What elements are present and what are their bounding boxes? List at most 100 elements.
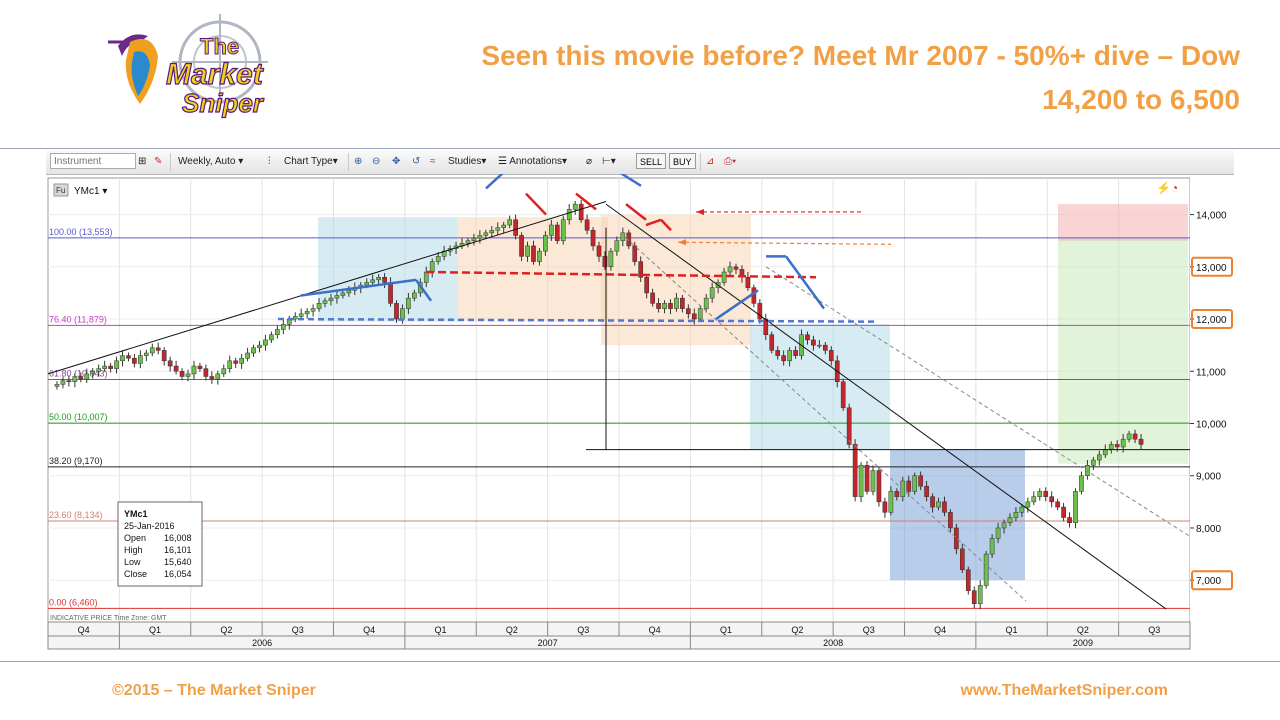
candle-body	[143, 352, 149, 356]
candle-body	[382, 276, 387, 283]
candle-body	[531, 245, 536, 262]
separator	[700, 153, 701, 171]
info-box-label: Low	[124, 557, 141, 567]
candle-body	[888, 491, 894, 513]
pattern-stroke	[414, 279, 433, 302]
candle-body	[334, 295, 340, 299]
arrow-head	[678, 239, 686, 246]
candle-body	[1132, 433, 1138, 440]
quarter-label: Q1	[1006, 625, 1018, 635]
trading-chart-app: ⊞ ✎ Weekly, Auto ▾ ⫶ Chart Type▾ ⊕ ⊖ ✥ ↺…	[46, 150, 1234, 650]
candle-body	[1073, 491, 1078, 524]
candle-body	[620, 232, 626, 241]
candle-body	[995, 527, 1001, 539]
annotations-label: Annotations	[509, 156, 563, 167]
candle-body	[239, 357, 244, 364]
symbol-prefix: Fu	[56, 186, 65, 195]
studies-menu[interactable]: Studies▾	[448, 156, 487, 167]
candle-body	[316, 303, 322, 309]
sell-button[interactable]: SELL	[636, 153, 667, 169]
candle-body	[1085, 465, 1090, 476]
chart-style-icon[interactable]: ✎	[154, 156, 163, 167]
drawing-tool-icon[interactable]: ⊢▾	[602, 156, 616, 167]
candle-body	[757, 303, 763, 320]
candle-body	[471, 237, 477, 241]
quarter-label: Q3	[863, 625, 875, 635]
candle-body	[787, 350, 792, 362]
candle-body	[126, 355, 131, 359]
candle-body	[1138, 438, 1144, 445]
quarter-label: Q4	[649, 625, 661, 635]
chart-type-select[interactable]: Chart Type▾	[284, 156, 338, 167]
interval-select[interactable]: Weekly, Auto ▾	[178, 156, 244, 167]
candle-body	[1013, 512, 1019, 518]
slide-title-line-1: Seen this movie before? Meet Mr 2007 - 5…	[481, 40, 1240, 71]
buy-button[interactable]: BUY	[669, 153, 696, 169]
pan-icon[interactable]: ✥	[392, 156, 401, 167]
website-footer: www.TheMarketSniper.com	[960, 682, 1168, 699]
eraser-icon[interactable]: ⌀	[586, 156, 593, 167]
candle-body	[971, 590, 977, 604]
candle-body	[977, 585, 983, 604]
candle-body	[549, 224, 554, 236]
annotation-line	[605, 203, 1167, 610]
zoom-out-icon[interactable]: ⊖	[372, 156, 381, 167]
bottom-divider	[0, 661, 1280, 662]
candle-body	[501, 224, 507, 228]
candle-body	[412, 292, 417, 299]
annotations-menu[interactable]: ☰ Annotations▾	[498, 156, 568, 167]
candle-body	[882, 501, 888, 513]
price-chart[interactable]: 100.00 (13,553) 76.40 (11,879) 61.80 (10,8…	[46, 174, 1234, 650]
arrow-head	[696, 208, 704, 215]
candle-body	[959, 548, 965, 571]
pattern-stroke	[525, 192, 547, 216]
fib-level-label: 0.00 (6,460)	[49, 597, 98, 607]
instrument-input[interactable]	[50, 153, 136, 169]
chart-options-icon[interactable]: ⊿	[706, 156, 715, 167]
instrument-picker-icon[interactable]: ⊞	[138, 156, 147, 167]
candle-body	[269, 334, 274, 341]
candle-body	[1108, 444, 1114, 450]
undo-icon[interactable]: ↺	[412, 156, 421, 167]
candle-body	[769, 334, 775, 351]
info-box-value: 16,008	[164, 533, 192, 543]
y-tick-label: 8,000	[1196, 524, 1221, 535]
export-icon[interactable]: ⎙▾	[724, 156, 737, 167]
candle-body	[983, 553, 989, 586]
candle-body	[543, 235, 548, 252]
candle-body	[215, 373, 221, 380]
y-tick-label: 7,000	[1196, 576, 1221, 587]
y-tick-label: 13,000	[1196, 263, 1227, 274]
candle-body	[465, 240, 471, 244]
the-market-sniper-logo: The Market Sniper	[108, 14, 268, 119]
fib-level-label: 23.60 (8,134)	[49, 510, 103, 520]
candle-body	[519, 235, 524, 257]
candle-body	[388, 282, 393, 304]
svg-text:Market: Market	[166, 58, 265, 91]
quarter-label: Q4	[78, 625, 90, 635]
top-divider	[0, 148, 1280, 149]
candle-body	[918, 475, 923, 487]
info-box-label: YMc1	[124, 509, 148, 519]
fib-level-label: 76.40 (11,879)	[49, 314, 107, 324]
candle-body	[775, 350, 781, 356]
quarter-label: Q3	[577, 625, 589, 635]
fib-level-label: 100.00 (13,553)	[49, 227, 113, 237]
candle-body	[912, 475, 918, 492]
candle-body	[793, 350, 798, 356]
zoom-in-icon[interactable]: ⊕	[354, 156, 363, 167]
candle-body	[1061, 506, 1066, 518]
separator	[348, 153, 349, 171]
highlighted-tick-box	[1191, 309, 1233, 330]
crosshair-icon[interactable]: ⫶	[268, 156, 271, 167]
y-axis-area	[1190, 178, 1234, 622]
studies-icon[interactable]: ≈	[430, 156, 436, 167]
pattern-stroke	[625, 203, 647, 221]
candle-body	[149, 347, 155, 354]
candle-body	[96, 368, 102, 372]
candle-body	[257, 344, 262, 349]
candle-body	[84, 373, 90, 380]
candle-body	[662, 303, 667, 309]
candle-body	[942, 501, 947, 513]
quarter-label: Q2	[1077, 625, 1089, 635]
